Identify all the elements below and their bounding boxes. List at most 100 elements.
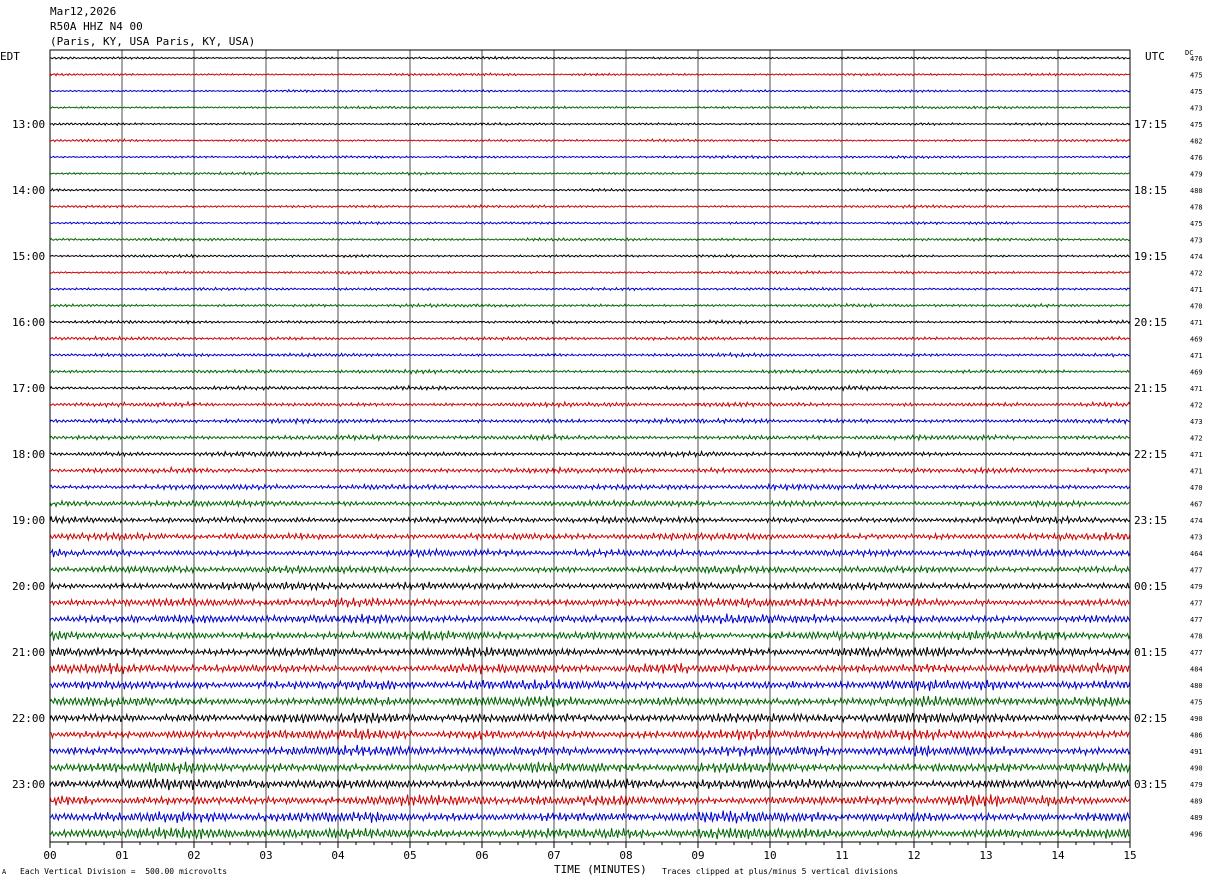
- dc-offset-label: 475: [1190, 88, 1203, 96]
- corner-mark: A: [2, 868, 7, 876]
- dc-offset-label: 472: [1190, 402, 1203, 410]
- left-hour-label: 20:00: [12, 580, 45, 593]
- trace-row-0: [49, 55, 1131, 60]
- dc-offset-label: 478: [1190, 204, 1203, 212]
- trace-row-1: [49, 72, 1131, 77]
- dc-offset-label: 477: [1190, 616, 1203, 624]
- x-tick-label: 14: [1051, 849, 1065, 862]
- trace-row-22: [49, 416, 1131, 426]
- trace-row-9: [49, 203, 1131, 210]
- trace-row-25: [49, 465, 1131, 476]
- dc-offset-label: 490: [1190, 715, 1203, 723]
- trace-row-41: [49, 728, 1131, 741]
- trace-row-23: [49, 433, 1131, 443]
- trace-row-6: [49, 154, 1131, 160]
- trace-row-45: [49, 794, 1131, 807]
- left-hour-label: 15:00: [12, 250, 45, 263]
- trace-row-38: [49, 679, 1131, 691]
- right-hour-label: 19:15: [1134, 250, 1167, 263]
- dc-offset-label: 477: [1190, 600, 1203, 608]
- footer-division-note: Each Vertical Division = 500.00 microvol…: [20, 867, 228, 876]
- dc-offset-label: 469: [1190, 369, 1203, 377]
- trace-row-11: [49, 236, 1131, 243]
- dc-offset-label: 476: [1190, 55, 1203, 63]
- x-tick-label: 02: [187, 849, 200, 862]
- x-tick-label: 00: [43, 849, 56, 862]
- trace-row-37: [49, 662, 1131, 675]
- left-hour-label: 13:00: [12, 118, 45, 131]
- plot-frame: [49, 49, 1131, 843]
- dc-offset-label: 478: [1190, 633, 1203, 641]
- trace-row-16: [49, 318, 1131, 325]
- trace-row-27: [49, 498, 1131, 509]
- x-tick-label: 04: [331, 849, 345, 862]
- trace-row-29: [49, 531, 1131, 542]
- left-hour-label: 14:00: [12, 184, 45, 197]
- x-tick-label: 06: [475, 849, 488, 862]
- dc-offset-label: 479: [1190, 583, 1203, 591]
- trace-row-40: [49, 711, 1131, 725]
- trace-row-10: [49, 220, 1131, 226]
- trace-row-5: [49, 138, 1131, 143]
- trace-row-32: [49, 581, 1131, 592]
- footer-clip-note: Traces clipped at plus/minus 5 vertical …: [662, 867, 899, 876]
- trace-row-26: [49, 482, 1131, 492]
- right-hour-label: 23:15: [1134, 514, 1167, 527]
- left-timezone-label: EDT: [0, 50, 20, 63]
- trace-row-24: [49, 449, 1131, 459]
- left-hour-label: 19:00: [12, 514, 45, 527]
- dc-offset-label: 480: [1190, 682, 1203, 690]
- trace-row-46: [49, 810, 1131, 824]
- dc-offset-label: 477: [1190, 649, 1203, 657]
- dc-offset-label: 476: [1190, 154, 1203, 162]
- right-hour-label: 02:15: [1134, 712, 1167, 725]
- dc-offset-label: 470: [1190, 484, 1203, 492]
- dc-offset-label: 489: [1190, 798, 1203, 806]
- trace-row-36: [49, 646, 1131, 659]
- dc-offset-label: 475: [1190, 220, 1203, 228]
- dc-offset-label: 490: [1190, 765, 1203, 773]
- dc-offset-label: 491: [1190, 748, 1203, 756]
- dc-offset-label: 467: [1190, 501, 1203, 509]
- left-hour-label: 22:00: [12, 712, 45, 725]
- dc-offset-label: 471: [1190, 319, 1203, 327]
- trace-row-39: [49, 695, 1131, 708]
- dc-offset-label: 489: [1190, 814, 1203, 822]
- x-tick-label: 13: [979, 849, 992, 862]
- x-tick-label: 05: [403, 849, 416, 862]
- x-tick-label: 01: [115, 849, 128, 862]
- trace-row-18: [49, 351, 1131, 359]
- dc-offset-label: 475: [1190, 699, 1203, 707]
- dc-offset-label: 471: [1190, 385, 1203, 393]
- trace-row-31: [49, 564, 1131, 575]
- dc-offset-label: 469: [1190, 336, 1203, 344]
- dc-offset-label: 473: [1190, 237, 1203, 245]
- dc-offset-label: 475: [1190, 121, 1203, 129]
- trace-row-47: [49, 826, 1131, 841]
- dc-offset-label: 486: [1190, 732, 1203, 740]
- right-hour-label: 21:15: [1134, 382, 1167, 395]
- dc-offset-label: 472: [1190, 270, 1203, 278]
- right-hour-label: 01:15: [1134, 646, 1167, 659]
- trace-row-33: [49, 596, 1131, 608]
- left-hour-label: 17:00: [12, 382, 45, 395]
- right-hour-label: 20:15: [1134, 316, 1167, 329]
- x-tick-label: 03: [259, 849, 272, 862]
- trace-row-21: [49, 400, 1131, 409]
- x-tick-label: 08: [619, 849, 632, 862]
- left-hour-label: 18:00: [12, 448, 45, 461]
- trace-row-15: [49, 302, 1131, 309]
- trace-row-30: [49, 547, 1131, 559]
- trace-row-43: [49, 761, 1131, 775]
- trace-row-3: [49, 105, 1131, 110]
- x-tick-label: 12: [907, 849, 920, 862]
- dc-offset-label: 471: [1190, 468, 1203, 476]
- right-hour-label: 00:15: [1134, 580, 1167, 593]
- trace-row-4: [49, 121, 1131, 127]
- station-label: R50A HHZ N4 00: [50, 20, 143, 33]
- trace-row-28: [49, 514, 1131, 526]
- dc-offset-label: 471: [1190, 286, 1203, 294]
- x-tick-label: 11: [835, 849, 848, 862]
- dc-header-label: DC: [1185, 49, 1194, 57]
- trace-row-34: [49, 613, 1131, 625]
